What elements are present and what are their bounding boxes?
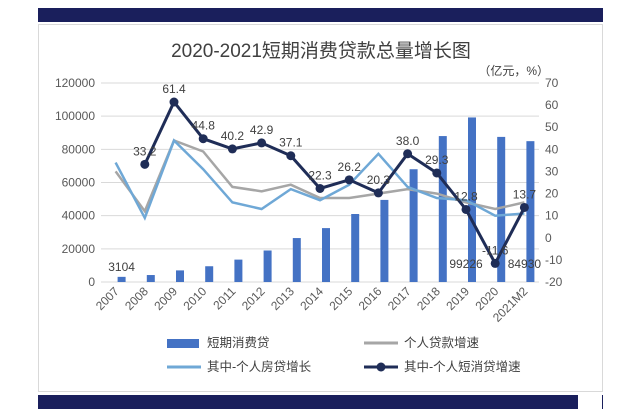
x-tick: 2010 bbox=[181, 284, 210, 313]
bar bbox=[468, 117, 476, 282]
data-label: 42.9 bbox=[250, 123, 274, 137]
y-right-tick: -10 bbox=[545, 253, 563, 267]
data-label: 37.1 bbox=[279, 136, 303, 150]
y-right-tick: -20 bbox=[545, 275, 563, 289]
data-label: 12.8 bbox=[454, 189, 478, 203]
data-label: 40.2 bbox=[221, 129, 245, 143]
bar bbox=[292, 238, 301, 282]
x-tick: 2019 bbox=[443, 284, 472, 313]
data-label: 13.7 bbox=[513, 187, 537, 201]
line-marker bbox=[519, 202, 529, 212]
line-marker bbox=[198, 134, 208, 144]
data-label: 38.0 bbox=[396, 134, 420, 148]
data-label: -11.6 bbox=[482, 243, 509, 257]
x-tick: 2015 bbox=[327, 284, 356, 313]
x-tick: 2009 bbox=[151, 284, 180, 313]
x-tick: 2014 bbox=[297, 284, 326, 313]
bar bbox=[351, 214, 360, 282]
y-right-tick: 70 bbox=[545, 76, 559, 90]
x-tick: 2011 bbox=[210, 284, 238, 312]
line-marker bbox=[403, 149, 413, 159]
y-right-tick: 0 bbox=[545, 231, 552, 245]
line-marker bbox=[344, 175, 354, 185]
y-left-tick: 20000 bbox=[62, 242, 96, 256]
legend-label: 短期消费贷 bbox=[207, 336, 270, 350]
line-marker bbox=[140, 159, 150, 169]
x-tick: 2016 bbox=[356, 284, 385, 313]
y-left-tick: 40000 bbox=[62, 209, 96, 223]
data-label: 44.8 bbox=[192, 119, 216, 133]
legend-swatch bbox=[167, 339, 199, 348]
footer-band bbox=[38, 395, 603, 409]
y-left-tick: 100000 bbox=[55, 109, 95, 123]
bar bbox=[322, 228, 330, 282]
data-label: 33.2 bbox=[133, 144, 157, 158]
line-marker bbox=[373, 188, 383, 198]
y-right-tick: 10 bbox=[545, 209, 559, 223]
footer-band-gap bbox=[578, 395, 602, 409]
bar bbox=[409, 169, 418, 282]
bar bbox=[146, 275, 155, 282]
y-left-tick: 60000 bbox=[62, 176, 96, 190]
legend-label: 其中-个人短消贷增速 bbox=[404, 359, 521, 374]
line-marker bbox=[257, 138, 267, 148]
x-tick: 2017 bbox=[385, 284, 414, 313]
unit-label: （亿元，%） bbox=[478, 63, 549, 78]
y-right-tick: 30 bbox=[545, 164, 559, 178]
bar bbox=[438, 136, 447, 282]
line-marker bbox=[227, 144, 237, 154]
bar bbox=[497, 136, 506, 282]
x-tick: 2012 bbox=[239, 284, 268, 313]
line-marker bbox=[169, 97, 179, 107]
bar bbox=[380, 199, 389, 282]
chart-svg: 2020-2021短期消费贷款总量增长图（亿元，%）02000040000600… bbox=[55, 40, 563, 374]
legend-label: 其中-个人房贷增长 bbox=[207, 359, 312, 374]
bar bbox=[176, 270, 184, 282]
line-series bbox=[143, 99, 526, 267]
x-tick: 2008 bbox=[122, 284, 151, 313]
y-left-tick: 0 bbox=[88, 275, 95, 289]
data-label: 20.3 bbox=[367, 173, 391, 187]
bar bbox=[526, 141, 535, 282]
legend-label: 个人贷款增速 bbox=[404, 335, 480, 350]
y-left-tick: 80000 bbox=[62, 142, 96, 156]
header-band bbox=[38, 8, 603, 22]
data-label: 84930 bbox=[508, 257, 542, 271]
legend-marker bbox=[376, 362, 386, 372]
chart-panel: 2020-2021短期消费贷款总量增长图 （亿元，%） 0 20000 40000 600… bbox=[38, 24, 603, 392]
data-label: 99226 bbox=[449, 257, 483, 271]
x-tick: 2007 bbox=[93, 284, 122, 313]
line-marker bbox=[432, 168, 442, 178]
y-left-tick: 120000 bbox=[55, 76, 95, 90]
y-right-tick: 40 bbox=[545, 142, 559, 156]
data-label: 26.2 bbox=[338, 160, 362, 174]
line-marker bbox=[315, 183, 325, 193]
chart-title: 2020-2021短期消费贷款总量增长图 bbox=[171, 40, 471, 62]
line-marker bbox=[490, 258, 500, 268]
y-right-tick: 20 bbox=[545, 187, 559, 201]
line-marker bbox=[461, 204, 471, 214]
line-marker bbox=[286, 151, 296, 161]
y-right-tick: 60 bbox=[545, 98, 559, 112]
bar bbox=[117, 276, 126, 282]
bar bbox=[205, 266, 214, 282]
x-tick: 2013 bbox=[268, 284, 297, 313]
data-label: 3104 bbox=[108, 260, 135, 274]
y-right-tick: 50 bbox=[545, 120, 559, 134]
x-tick: 2018 bbox=[414, 284, 443, 313]
data-label: 29.3 bbox=[425, 153, 449, 167]
data-label: 61.4 bbox=[162, 82, 186, 96]
bar bbox=[263, 250, 272, 282]
bar bbox=[234, 259, 243, 282]
data-label: 22.3 bbox=[308, 168, 332, 182]
